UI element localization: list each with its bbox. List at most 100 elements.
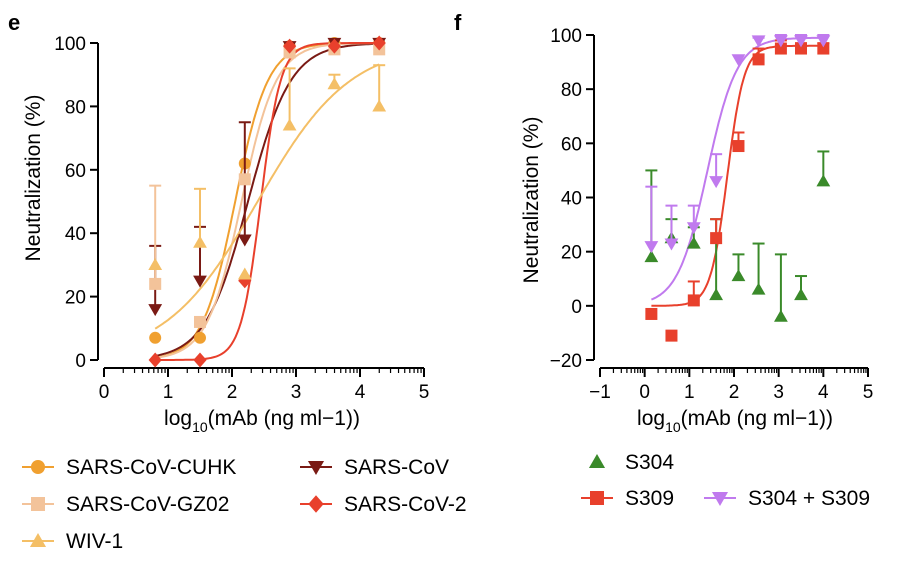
y-tick-label: 100: [54, 34, 86, 55]
data-point: [194, 331, 206, 344]
y-tick-label: 60: [65, 161, 86, 182]
y-tick-label: 0: [75, 351, 86, 372]
x-tick-label: 5: [419, 382, 430, 403]
data-point: [794, 35, 808, 48]
data-point: [665, 329, 678, 342]
data-point: [149, 277, 162, 290]
x-tick-label: 1: [163, 382, 174, 403]
legend-label: S309: [625, 487, 674, 510]
y-tick-label: 40: [65, 224, 86, 245]
fit-curve: [155, 42, 380, 357]
y-tick-label: 100: [550, 26, 582, 47]
data-point: [282, 118, 297, 131]
y-tick-label: 0: [571, 297, 582, 318]
data-point: [795, 42, 807, 55]
data-point: [237, 234, 252, 247]
x-tick-label: 3: [773, 382, 784, 403]
ylabel-e: Neutralization (%): [22, 95, 45, 262]
y-tick-label: 20: [65, 288, 86, 309]
chart-e: 0 20 40 60 80 100 0 1 2 3 4 5: [54, 34, 429, 403]
data-point: [193, 275, 207, 288]
legend-marker: [308, 495, 324, 513]
fit-curve: [155, 42, 380, 359]
panel-label-e: e: [8, 10, 20, 35]
legend-marker: [590, 491, 604, 505]
x-tick-label: 3: [291, 382, 302, 403]
fit-curve: [155, 42, 380, 361]
legend-label: S304 + S309: [748, 487, 870, 510]
data-point: [327, 77, 342, 90]
data-point: [148, 258, 163, 270]
fit-curve: [651, 36, 824, 301]
data-point: [817, 42, 830, 55]
legend-marker: [31, 497, 45, 511]
data-point: [664, 238, 679, 251]
data-point: [686, 222, 701, 235]
data-point: [644, 241, 659, 254]
data-point: [709, 288, 724, 301]
legend-label: WIV-1: [66, 530, 123, 553]
data-point: [644, 250, 659, 263]
data-point: [751, 282, 766, 295]
legend-label: SARS-CoV-GZ02: [66, 493, 229, 516]
legend-marker: [711, 492, 729, 507]
data-point: [372, 35, 386, 51]
data-point: [327, 38, 341, 54]
data-point: [752, 53, 765, 66]
data-point: [193, 352, 207, 368]
data-point: [731, 269, 746, 282]
legend-label: S304: [625, 451, 674, 474]
x-tick-label: 0: [639, 382, 650, 403]
legend-label: SARS-CoV: [344, 456, 449, 479]
data-point: [794, 288, 808, 301]
fit-curve: [651, 44, 824, 307]
fit-curve: [154, 63, 380, 330]
data-point: [774, 35, 788, 48]
x-tick-label: 5: [863, 382, 874, 403]
data-point: [816, 35, 831, 48]
data-point: [751, 35, 766, 48]
data-point: [731, 54, 746, 67]
data-point: [149, 331, 162, 344]
data-point: [732, 140, 745, 153]
x-tick-label: 2: [227, 382, 238, 403]
y-tick-label: 80: [561, 80, 582, 101]
data-point: [709, 176, 724, 189]
data-point: [710, 232, 723, 245]
y-tick-label: 60: [561, 134, 582, 155]
chart-f: −20 0 20 40 60 80 100 −1 0 1 2 3 4 5: [550, 26, 874, 403]
y-tick-label: −20: [550, 351, 582, 372]
data-point: [283, 38, 297, 54]
data-point: [687, 294, 700, 307]
data-point: [193, 235, 207, 248]
data-point: [372, 99, 387, 112]
legend-label: SARS-CoV-2: [344, 493, 467, 516]
data-point: [686, 236, 701, 249]
y-tick-label: 20: [561, 243, 582, 264]
ylabel-f: Neutralization (%): [520, 117, 543, 284]
legend-marker: [307, 461, 325, 476]
data-point: [645, 307, 658, 320]
y-tick-label: 40: [561, 189, 582, 210]
data-point: [774, 309, 788, 322]
panel-label-f: f: [454, 10, 462, 35]
data-point: [148, 352, 162, 368]
legend-marker: [31, 460, 45, 474]
fit-curve: [155, 42, 380, 359]
legend-marker: [29, 532, 47, 547]
data-point: [816, 174, 831, 187]
data-point: [148, 304, 163, 317]
x-tick-label: 4: [355, 382, 366, 403]
data-point: [774, 42, 787, 55]
x-tick-label: 2: [729, 382, 740, 403]
x-tick-label: 4: [818, 382, 829, 403]
data-point: [194, 315, 206, 328]
x-tick-label: 1: [684, 382, 695, 403]
data-point: [237, 267, 252, 280]
legend-f: S304 S309 S304 + S309: [581, 451, 870, 510]
xlabel-f: log10(mAb (ng ml−1)): [637, 407, 833, 435]
legend-label: SARS-CoV-CUHK: [66, 456, 236, 479]
y-tick-label: 80: [65, 97, 86, 118]
xlabel-e: log10(mAb (ng ml−1)): [164, 407, 360, 435]
